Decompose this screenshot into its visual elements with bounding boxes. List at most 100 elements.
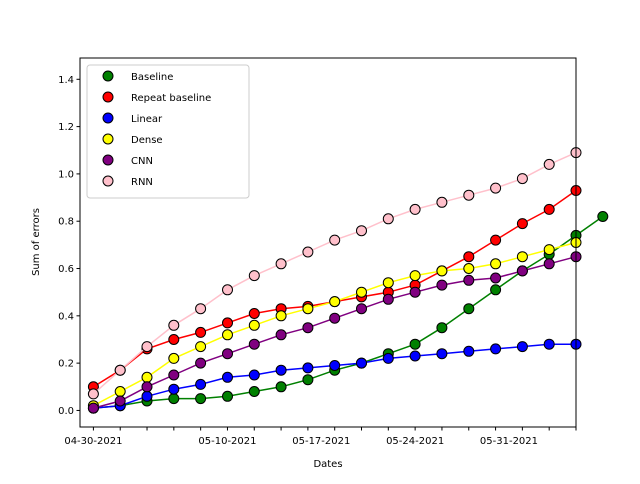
series-line-baseline bbox=[93, 215, 604, 409]
y-axis-label: Sum of errors bbox=[31, 208, 42, 276]
data-point-linear bbox=[543, 338, 555, 350]
data-point-dense bbox=[195, 341, 207, 353]
data-point-rnn bbox=[168, 319, 180, 331]
legend-box bbox=[86, 64, 250, 199]
data-point-cnn bbox=[275, 329, 287, 341]
data-point-cnn bbox=[168, 369, 180, 381]
data-point-rnn bbox=[302, 246, 314, 258]
data-point-dense bbox=[114, 386, 126, 397]
legend-label: Dense bbox=[131, 135, 163, 146]
data-point-cnn bbox=[114, 395, 126, 407]
data-point-cnn bbox=[302, 322, 314, 334]
data-point-linear bbox=[275, 364, 287, 376]
y-tick-label: 1.0 bbox=[58, 169, 74, 180]
data-point-rnn bbox=[87, 388, 99, 400]
legend: Baseline Repeat baseline Linear Dense CNN RNN bbox=[86, 64, 250, 199]
data-point-cnn bbox=[436, 279, 448, 291]
data-point-repeat-baseline bbox=[490, 234, 502, 246]
data-point-dense bbox=[463, 263, 475, 274]
data-point-baseline bbox=[222, 390, 233, 402]
data-point-repeat-baseline bbox=[248, 308, 260, 319]
data-point-dense bbox=[222, 329, 233, 341]
x-tick-label: 04-30-2021 bbox=[64, 436, 122, 447]
series-line-linear bbox=[93, 343, 576, 409]
data-point-linear bbox=[141, 390, 153, 402]
data-point-linear bbox=[463, 345, 475, 357]
x-tick-label: 05-24-2021 bbox=[386, 436, 444, 447]
data-point-rnn bbox=[516, 173, 528, 185]
legend-marker bbox=[102, 154, 114, 166]
y-tick-label: 0.0 bbox=[58, 406, 74, 417]
data-point-rnn bbox=[248, 270, 260, 282]
data-point-linear bbox=[195, 378, 207, 390]
data-point-baseline bbox=[195, 393, 207, 405]
data-point-linear bbox=[302, 362, 314, 374]
data-point-linear bbox=[490, 343, 502, 355]
data-point-dense bbox=[275, 310, 287, 322]
data-point-cnn bbox=[516, 265, 528, 277]
data-point-repeat-baseline bbox=[168, 334, 180, 345]
plot-area bbox=[87, 147, 609, 414]
x-tick-label: 05-10-2021 bbox=[198, 436, 256, 447]
data-point-repeat-baseline bbox=[222, 317, 233, 329]
legend-marker bbox=[102, 133, 114, 145]
y-tick-label: 1.4 bbox=[58, 75, 74, 86]
legend-label: CNN bbox=[131, 156, 153, 167]
x-tick-label: 05-31-2021 bbox=[480, 436, 538, 447]
data-point-cnn bbox=[463, 274, 475, 286]
data-point-dense bbox=[382, 277, 394, 289]
y-axis-ticks: 0.0 0.2 0.4 0.6 0.8 1.0 1.2 1.4 bbox=[58, 75, 80, 417]
data-point-rnn bbox=[114, 364, 126, 376]
legend-marker bbox=[102, 91, 114, 103]
data-point-baseline bbox=[275, 381, 287, 393]
data-point-baseline bbox=[463, 303, 475, 315]
x-tick-label: 05-17-2021 bbox=[292, 436, 350, 447]
y-tick-label: 0.2 bbox=[58, 359, 74, 370]
data-point-rnn bbox=[195, 303, 207, 315]
data-point-linear bbox=[516, 341, 528, 353]
data-point-dense bbox=[141, 371, 153, 383]
data-point-baseline bbox=[597, 211, 609, 222]
data-point-baseline bbox=[490, 284, 502, 296]
data-point-linear bbox=[382, 352, 394, 364]
data-point-dense bbox=[168, 352, 180, 364]
y-tick-label: 0.8 bbox=[58, 217, 74, 228]
data-point-repeat-baseline bbox=[195, 326, 207, 338]
data-point-cnn bbox=[490, 272, 502, 284]
data-point-dense bbox=[436, 265, 448, 277]
y-tick-label: 1.2 bbox=[58, 122, 74, 133]
data-point-dense bbox=[302, 303, 314, 315]
data-point-cnn bbox=[543, 258, 555, 270]
data-point-cnn bbox=[87, 402, 99, 414]
axes-frame bbox=[79, 57, 577, 428]
data-point-rnn bbox=[275, 258, 287, 270]
data-point-baseline bbox=[436, 322, 448, 334]
legend-marker bbox=[102, 112, 114, 124]
data-point-linear bbox=[356, 357, 367, 369]
data-point-cnn bbox=[356, 303, 367, 315]
data-point-cnn bbox=[195, 357, 207, 369]
data-point-dense bbox=[329, 296, 341, 308]
legend-label: Linear bbox=[131, 114, 163, 125]
data-point-baseline bbox=[168, 393, 180, 405]
y-tick-label: 0.4 bbox=[58, 311, 74, 322]
legend-label: RNN bbox=[131, 177, 153, 188]
data-point-rnn bbox=[222, 284, 233, 296]
legend-marker bbox=[102, 70, 114, 82]
data-point-cnn bbox=[409, 286, 421, 298]
data-point-cnn bbox=[222, 348, 233, 360]
x-axis-label: Dates bbox=[313, 459, 342, 470]
data-point-rnn bbox=[329, 234, 341, 246]
data-point-baseline bbox=[302, 374, 314, 386]
data-point-linear bbox=[329, 360, 341, 371]
data-point-rnn bbox=[382, 213, 394, 225]
x-axis-ticks: 04-30-2021 05-10-2021 05-17-2021 05-24-2021… bbox=[64, 427, 577, 447]
data-point-cnn bbox=[329, 312, 341, 324]
data-point-cnn bbox=[382, 293, 394, 305]
series-line-repeat-baseline bbox=[93, 189, 577, 388]
legend-label: Repeat baseline bbox=[131, 93, 211, 104]
data-point-linear bbox=[436, 348, 448, 360]
data-point-rnn bbox=[436, 196, 448, 208]
